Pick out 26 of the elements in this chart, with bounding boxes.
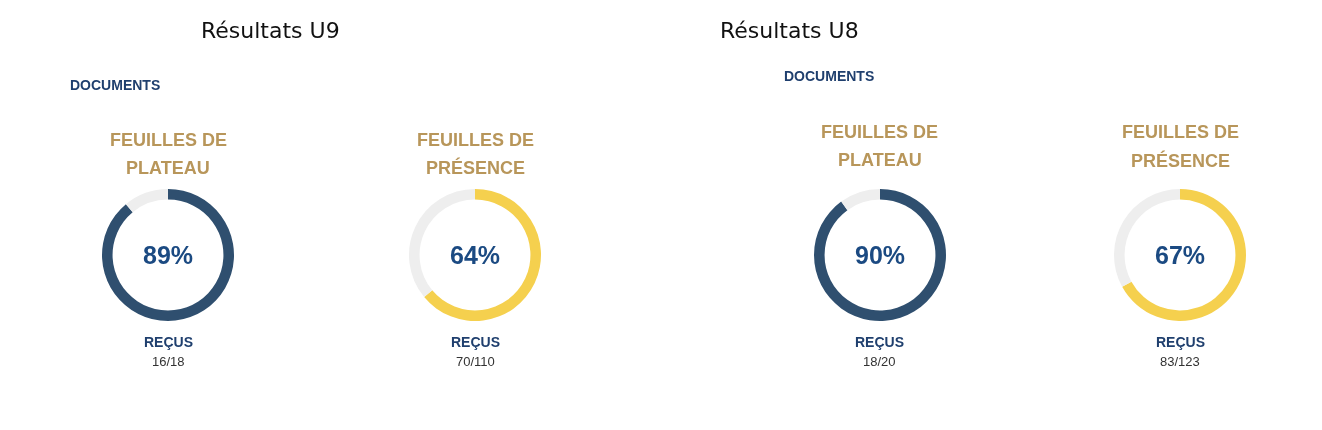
text: REÇUS: [144, 334, 194, 350]
data-label: 67%: [1155, 241, 1206, 269]
text: Résultats U9: [201, 18, 340, 43]
chart-title: FEUILLES DE PRÉSENCE: [1122, 122, 1240, 171]
chart-title: FEUILLES DE PRÉSENCE: [417, 130, 535, 178]
donut-slice: [1122, 189, 1246, 321]
data-label: 89%: [143, 241, 194, 269]
donut-slice: [841, 189, 880, 211]
text: Résultats U8: [720, 18, 859, 43]
text: 16/18: [152, 354, 185, 369]
text: 70/110: [456, 354, 495, 369]
text: REÇUS: [451, 334, 501, 350]
donut-slice: [125, 189, 168, 213]
data-label: 64%: [450, 241, 501, 269]
text: REÇUS: [855, 334, 905, 350]
chart-title: FEUILLES DE PLATEAU: [110, 130, 228, 178]
donut-slice: [814, 189, 946, 321]
text: REÇUS: [1156, 334, 1206, 350]
text: 18/20: [863, 354, 896, 369]
data-label: 90%: [855, 241, 906, 269]
chart-title: FEUILLES DE PLATEAU: [821, 122, 939, 170]
donut-slice: [102, 189, 234, 321]
text: 83/123: [1160, 354, 1200, 369]
text: DOCUMENTS: [784, 68, 875, 84]
donut-slice: [424, 189, 541, 321]
text: DOCUMENTS: [70, 77, 161, 93]
